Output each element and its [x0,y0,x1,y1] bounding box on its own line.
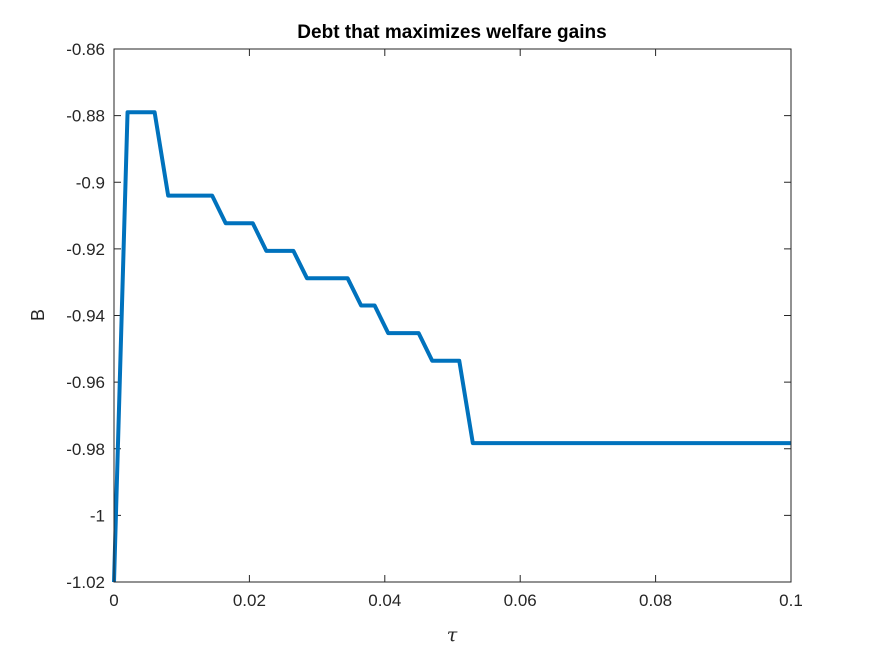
x-axis-label: τ [447,624,458,646]
y-tick-label: -1.02 [66,573,105,592]
series-layer [112,110,791,583]
y-tick-label: -0.86 [66,40,105,59]
y-tick-label: -0.9 [76,173,105,192]
x-tick-label: 0.08 [639,591,672,610]
series-line-0 [112,110,791,583]
y-axis-label: B [28,309,48,321]
chart-title: Debt that maximizes welfare gains [297,22,606,43]
x-tick-label: 0 [109,591,118,610]
y-tick-label: -0.94 [66,307,105,326]
plot-frame [113,48,792,583]
x-tick-label: 0.04 [368,591,401,610]
x-tick-label: 0.06 [504,591,537,610]
y-tick-label: -0.92 [66,240,105,259]
x-tick-label: 0.1 [779,591,803,610]
y-tick-label: -0.88 [66,107,105,126]
y-tick-label: -0.96 [66,373,105,392]
y-tick-label: -1 [90,506,105,525]
plot-area [114,49,791,582]
ticks-layer: 0 0.02 0.04 0.06 0.08 0.1 -1.02 -1 -0.98 -0.96 -0.… [66,40,803,610]
x-tick-label: 0.02 [233,591,266,610]
y-tick-label: -0.98 [66,440,105,459]
